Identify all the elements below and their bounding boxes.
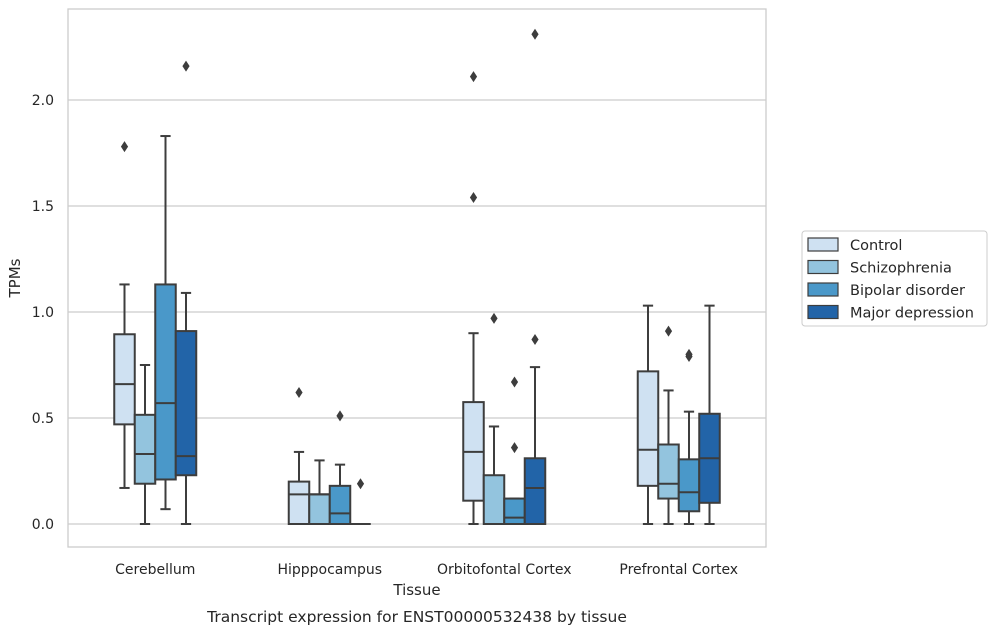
- box-iqr: [287, 480, 311, 526]
- plot-frame: [67, 8, 767, 548]
- legend-label: Bipolar disorder: [850, 283, 965, 299]
- outlier-point: [531, 28, 539, 40]
- outlier-point: [356, 478, 365, 490]
- box-major-depression: [350, 478, 371, 525]
- outlier-point: [685, 348, 693, 360]
- box-iqr: [154, 283, 177, 481]
- box-iqr: [636, 370, 660, 487]
- outlier-point: [490, 312, 498, 324]
- box-iqr: [133, 413, 157, 485]
- y-tick-label: 2.0: [32, 93, 54, 109]
- y-tick-label: 1.5: [32, 199, 54, 215]
- outlier-point: [182, 60, 190, 72]
- outlier-point: [531, 334, 539, 346]
- box-bipolar-disorder: [154, 135, 177, 511]
- box-major-depression: [523, 28, 547, 525]
- outlier-point: [469, 192, 478, 204]
- box-control: [462, 71, 485, 525]
- box-control: [113, 141, 136, 489]
- box-iqr: [657, 443, 680, 500]
- y-tick-label: 0.5: [32, 411, 54, 427]
- box-iqr: [174, 330, 198, 477]
- legend-swatch: [807, 259, 839, 275]
- chart-caption: Transcript expression for ENST0000053243…: [206, 608, 627, 626]
- outlier-point: [510, 376, 519, 388]
- box-bipolar-disorder: [677, 348, 701, 525]
- legend: Control Schizophrenia Bipolar disorder Majo…: [801, 230, 988, 327]
- x-tick-labels: Cerebellum Hipppocampus Orbitofontal Corte…: [115, 562, 738, 578]
- x-axis-label: Tissue: [392, 581, 440, 599]
- outlier-point: [469, 71, 478, 83]
- legend-frame: [801, 230, 988, 327]
- legend-swatch: [807, 304, 839, 320]
- x-tick-label: Orbitofontal Cortex: [437, 562, 572, 578]
- box-iqr: [503, 497, 526, 525]
- y-tick-labels: 0.0 0.5 1.0 1.5 2.0: [32, 93, 54, 533]
- box-iqr: [328, 484, 352, 525]
- box-schizophrenia: [657, 325, 680, 525]
- y-axis-label: TPMs: [6, 258, 24, 298]
- x-tick-label: Prefrontal Cortex: [619, 562, 738, 578]
- box-control: [636, 304, 660, 525]
- x-tick-label: Hipppocampus: [277, 562, 382, 578]
- box-iqr: [523, 457, 547, 525]
- legend-swatch: [807, 282, 839, 297]
- outlier-point: [510, 442, 519, 454]
- box-major-depression: [174, 60, 198, 525]
- box-iqr: [308, 493, 331, 526]
- box-groups: [113, 28, 721, 526]
- box-iqr: [113, 333, 136, 426]
- legend-label: Schizophrenia: [850, 261, 952, 277]
- y-tick-label: 0.0: [32, 517, 54, 533]
- outlier-point: [295, 387, 303, 399]
- box-schizophrenia: [133, 364, 157, 525]
- y-tick-label: 1.0: [32, 305, 54, 321]
- box-iqr: [482, 474, 506, 525]
- legend-swatch: [807, 237, 839, 252]
- box-control: [287, 387, 311, 526]
- legend-label: Major depression: [850, 306, 974, 322]
- box-schizophrenia: [308, 459, 331, 526]
- box-bipolar-disorder: [328, 410, 352, 525]
- outlier-point: [120, 141, 129, 153]
- box-bipolar-disorder: [503, 376, 526, 525]
- x-tick-label: Cerebellum: [115, 562, 195, 578]
- legend-label: Control: [850, 238, 902, 254]
- box-major-depression: [698, 304, 721, 525]
- outlier-point: [664, 325, 673, 337]
- outlier-point: [336, 410, 344, 422]
- box-iqr: [677, 458, 701, 513]
